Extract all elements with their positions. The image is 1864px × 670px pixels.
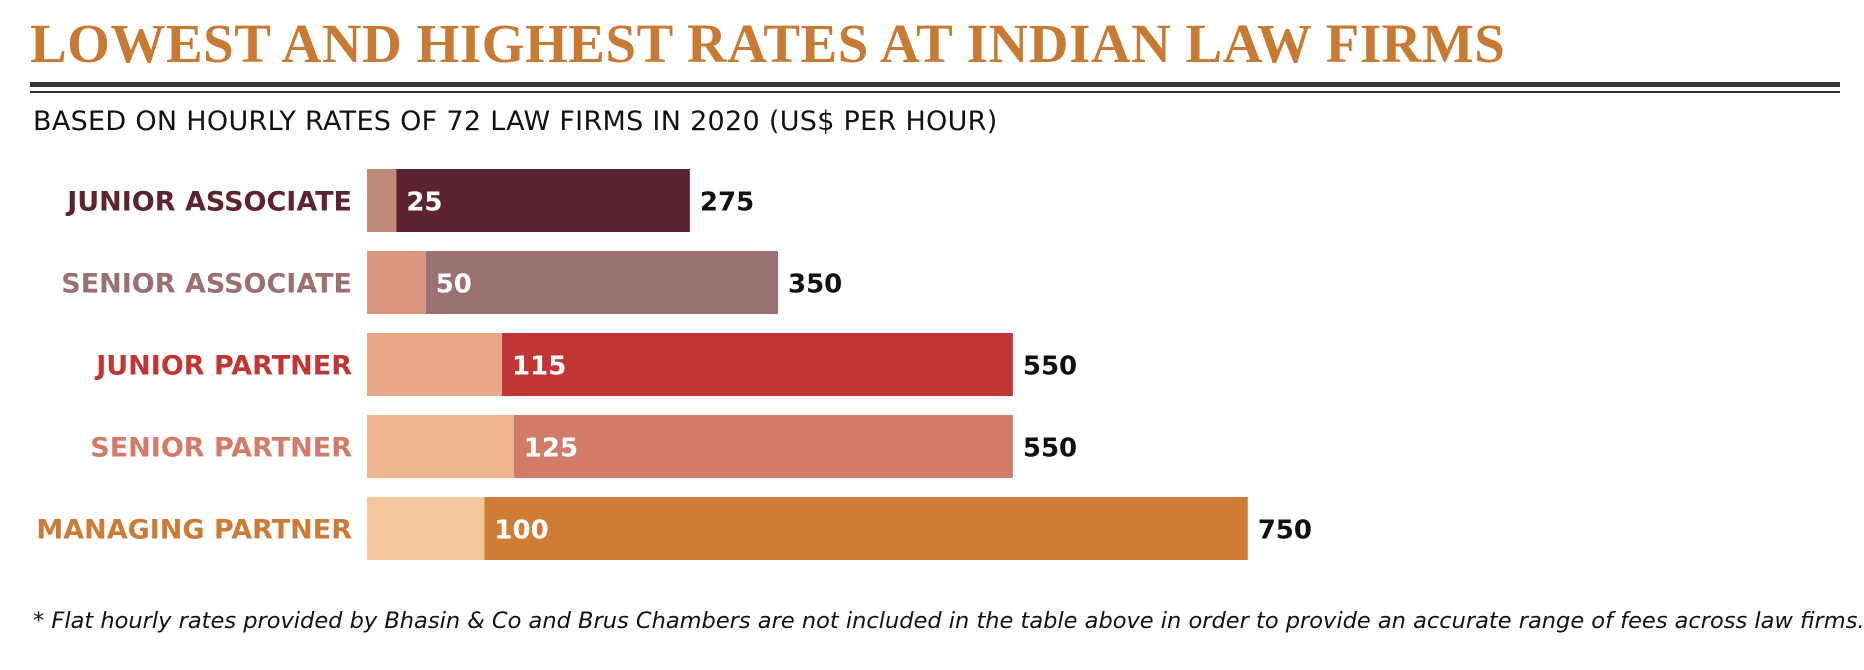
footnote: * Flat hourly rates provided by Bhasin &… [33,608,1864,634]
category-label: MANAGING PARTNER [36,515,352,546]
range-bar [513,415,1013,478]
low-value-label: 125 [524,434,578,464]
low-segment-bar [367,415,514,478]
category-label: JUNIOR PARTNER [94,351,352,382]
high-value-label: 350 [788,270,842,300]
title-rule-thin [30,91,1840,93]
range-bar [502,333,1013,396]
category-label: SENIOR PARTNER [90,433,352,464]
chart-title: LOWEST AND HIGHEST RATES AT INDIAN LAW F… [30,13,1506,74]
category-label: JUNIOR ASSOCIATE [65,187,352,218]
range-bar [484,497,1248,560]
high-value-label: 550 [1023,352,1077,382]
low-segment-bar [367,497,485,560]
low-value-label: 50 [436,270,472,300]
high-value-label: 275 [700,188,754,218]
low-segment-bar [367,333,503,396]
low-value-label: 100 [494,516,548,546]
low-value-label: 115 [512,352,566,382]
range-bar-chart: JUNIOR ASSOCIATE 25 275 SENIOR ASSOCIATE 50 3… [36,169,1312,560]
low-segment-bar [367,251,426,314]
high-value-label: 550 [1023,434,1077,464]
range-bar [396,169,690,232]
low-value-label: 25 [406,188,442,218]
title-rule-thick [30,82,1840,87]
range-bar [425,251,779,314]
high-value-label: 750 [1258,516,1312,546]
chart-subtitle: BASED ON HOURLY RATES OF 72 LAW FIRMS IN… [33,106,998,137]
low-segment-bar [367,169,397,232]
category-label: SENIOR ASSOCIATE [61,269,352,300]
